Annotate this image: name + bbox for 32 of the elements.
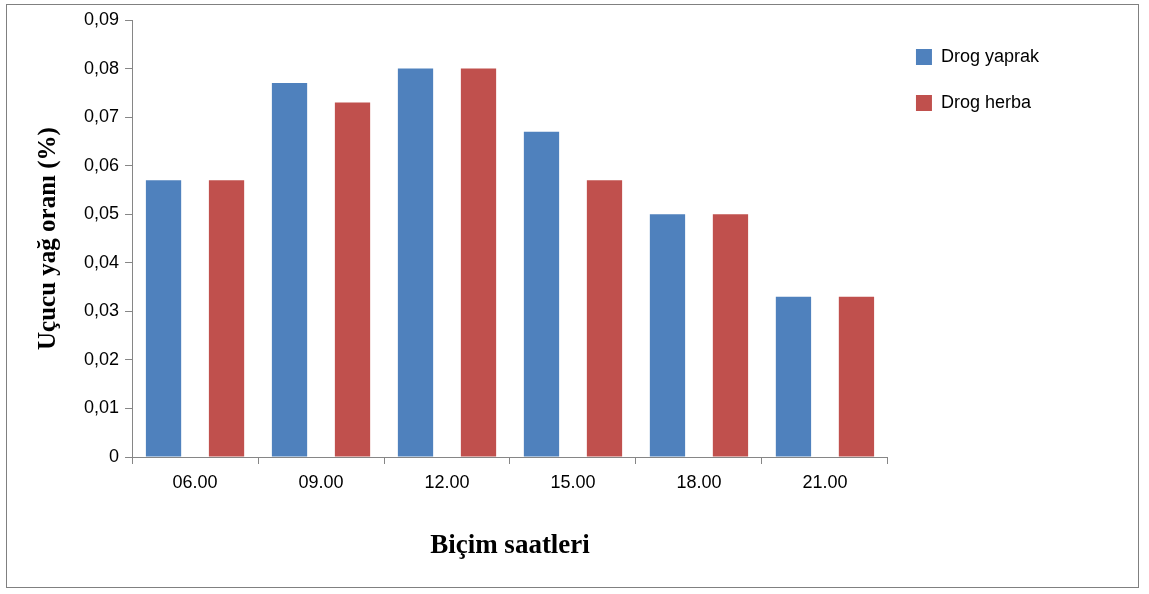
y-tick-label: 0,02 [83,348,120,369]
y-tick-label: 0,05 [83,203,120,224]
y-axis-title: Uçucu yağ oranı (%) [33,127,62,350]
bar [208,180,245,457]
y-tick-label: 0,04 [83,251,120,272]
legend-label: Drog yaprak [940,45,1040,66]
bar [334,102,371,457]
x-tick-label: 09.00 [298,471,344,492]
y-tick-label: 0,06 [83,154,120,175]
x-tick-label: 06.00 [172,471,218,492]
y-tick-label: 0 [109,445,120,466]
y-tick-label: 0,07 [83,106,120,127]
y-tick-label: 0,08 [83,57,120,78]
bar [838,296,875,457]
bar [145,180,182,457]
bar [775,296,812,457]
y-tick-label: 0,03 [83,300,120,321]
x-tick-label: 18.00 [676,471,722,492]
bar [271,83,308,457]
bar [649,214,686,457]
bar [397,68,434,457]
bar [712,214,749,457]
y-tick-label: 0,01 [83,397,120,418]
bar [586,180,623,457]
x-tick-label: 15.00 [550,471,596,492]
bar [523,131,560,457]
y-tick-label: 0,09 [83,8,120,29]
bar [460,68,497,457]
legend-label: Drog herba [940,91,1032,112]
x-tick-label: 12.00 [424,471,470,492]
x-tick-label: 21.00 [802,471,848,492]
x-axis-title: Biçim saatleri [430,528,591,559]
